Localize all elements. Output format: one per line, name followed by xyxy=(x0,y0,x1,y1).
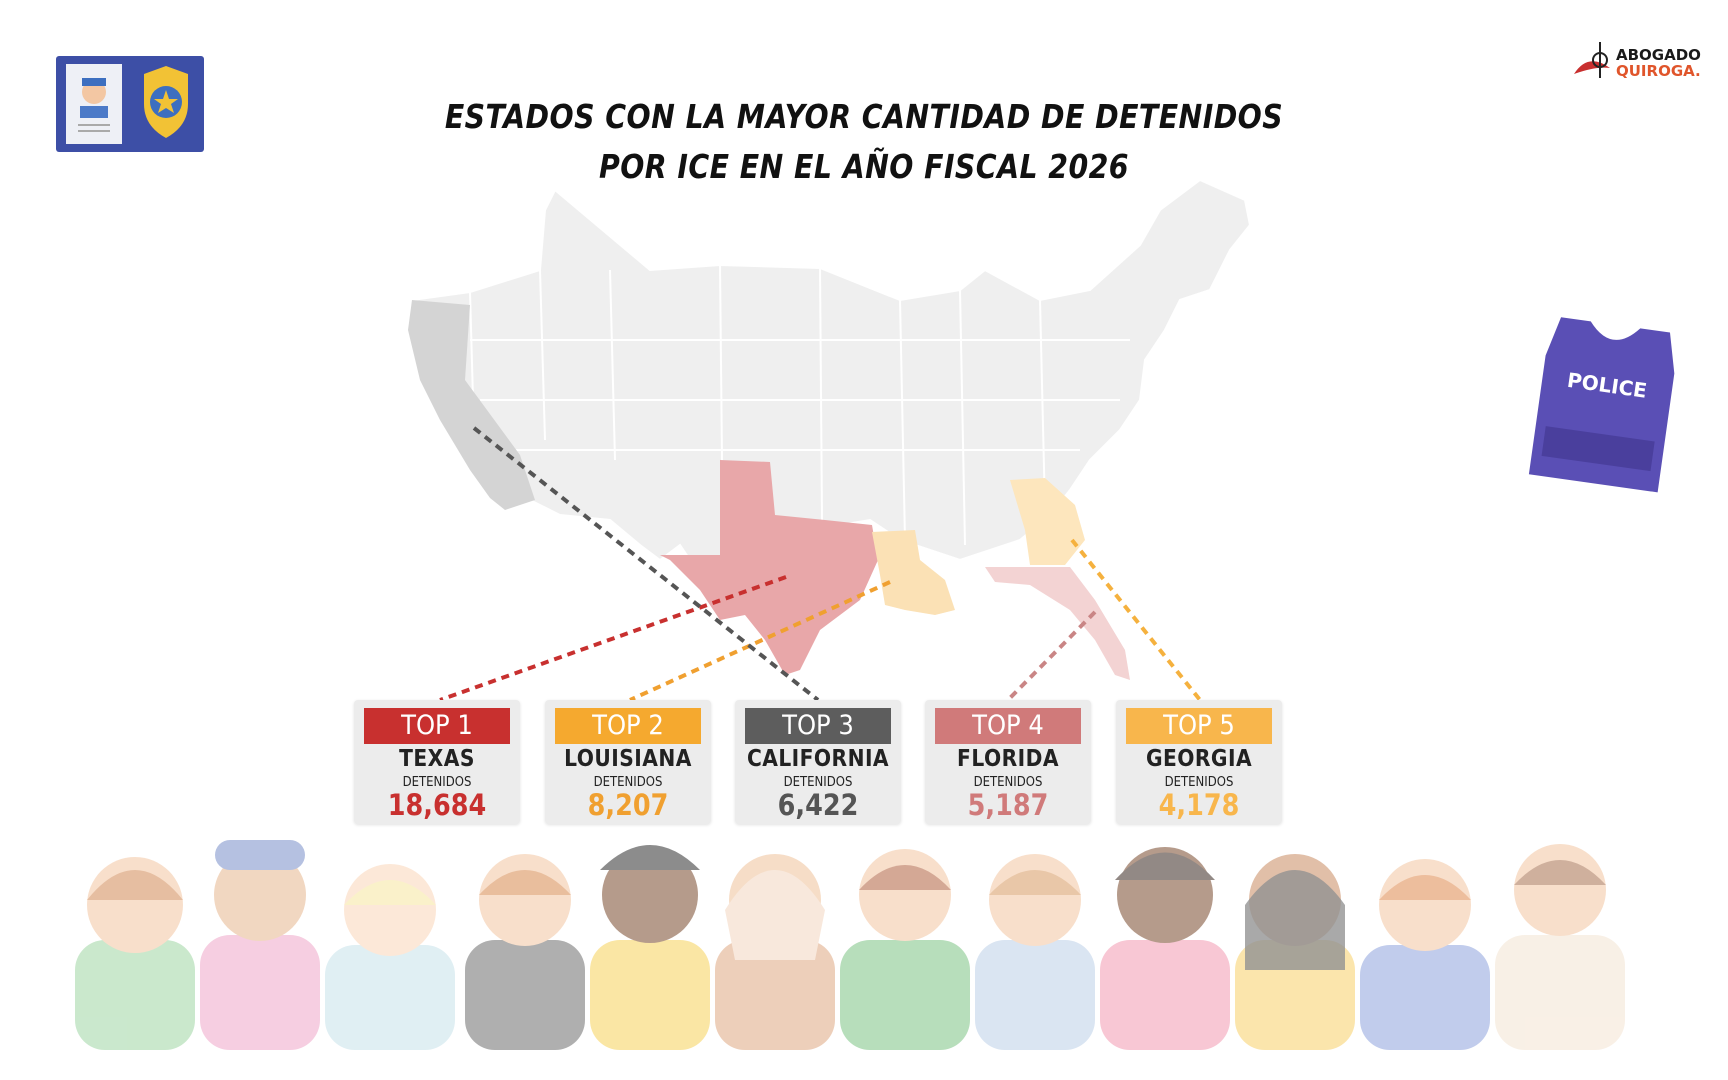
rank-card-4: TOP 4 FLORIDA DETENIDOS 5,187 xyxy=(925,700,1091,824)
logo-text-line-2: QUIROGA. xyxy=(1616,62,1701,80)
child-5 xyxy=(590,845,710,1050)
child-6 xyxy=(715,854,835,1050)
state-name: FLORIDA xyxy=(957,746,1059,772)
children-illustration xyxy=(75,840,1625,1050)
detenidos-value: 8,207 xyxy=(587,788,669,822)
child-11 xyxy=(1360,859,1490,1050)
state-name: GEORGIA xyxy=(1145,746,1253,772)
detenidos-label: DETENIDOS xyxy=(783,775,853,790)
rank-label: TOP 2 xyxy=(555,708,701,744)
detenidos-label: DETENIDOS xyxy=(1164,775,1234,790)
child-12 xyxy=(1495,844,1625,1050)
logo-mark-icon xyxy=(1574,42,1610,78)
child-7 xyxy=(840,849,970,1050)
connector-florida xyxy=(1006,610,1097,702)
connector-louisiana xyxy=(629,580,891,702)
logo-text-line-1: ABOGADO xyxy=(1616,46,1701,64)
louisiana-shape xyxy=(872,530,955,615)
texas-shape xyxy=(660,460,878,675)
sheriff-badge-icon xyxy=(144,66,188,138)
state-name: CALIFORNIA xyxy=(746,746,890,772)
rank-card-5: TOP 5 GEORGIA DETENIDOS 4,178 xyxy=(1116,700,1282,824)
child-2 xyxy=(200,840,320,1050)
title-line-2: POR ICE EN EL AÑO FISCAL 2026 xyxy=(598,147,1130,186)
child-3 xyxy=(325,864,455,1050)
detenidos-label: DETENIDOS xyxy=(973,775,1043,790)
detenidos-label: DETENIDOS xyxy=(402,775,472,790)
state-name: LOUISIANA xyxy=(564,746,692,772)
state-name: TEXAS xyxy=(399,746,475,772)
child-8 xyxy=(975,854,1095,1050)
connector-texas xyxy=(439,575,787,702)
detenidos-label: DETENIDOS xyxy=(593,775,663,790)
georgia-shape xyxy=(1010,478,1085,565)
detenidos-value: 5,187 xyxy=(967,788,1049,822)
florida-shape xyxy=(985,567,1130,680)
rank-card-1: TOP 1 TEXAS DETENIDOS 18,684 xyxy=(354,700,520,824)
child-9 xyxy=(1100,847,1230,1050)
rank-card-3: TOP 3 CALIFORNIA DETENIDOS 6,422 xyxy=(735,700,901,824)
child-1 xyxy=(75,857,195,1050)
connector-california xyxy=(472,426,820,702)
title-line-1: ESTADOS CON LA MAYOR CANTIDAD DE DETENID… xyxy=(444,97,1284,136)
rank-label: TOP 1 xyxy=(364,708,510,744)
detenidos-value: 4,178 xyxy=(1158,788,1240,822)
state-borders xyxy=(469,264,1130,546)
rank-label: TOP 3 xyxy=(745,708,891,744)
child-4 xyxy=(465,854,585,1050)
child-10 xyxy=(1235,854,1355,1050)
detenidos-value: 18,684 xyxy=(387,788,487,822)
police-id-card-icon xyxy=(56,56,204,152)
page-title: ESTADOS CON LA MAYOR CANTIDAD DE DETENID… xyxy=(121,92,1607,192)
california-shape xyxy=(408,300,535,510)
rank-label: TOP 4 xyxy=(935,708,1081,744)
police-vest-icon: POLICE xyxy=(1528,317,1675,493)
rank-label: TOP 5 xyxy=(1126,708,1272,744)
detenidos-value: 6,422 xyxy=(777,788,859,822)
abogado-quiroga-logo: ABOGADO QUIROGA. xyxy=(1570,34,1710,86)
connector-georgia xyxy=(1070,538,1202,702)
rank-card-2: TOP 2 LOUISIANA DETENIDOS 8,207 xyxy=(545,700,711,824)
